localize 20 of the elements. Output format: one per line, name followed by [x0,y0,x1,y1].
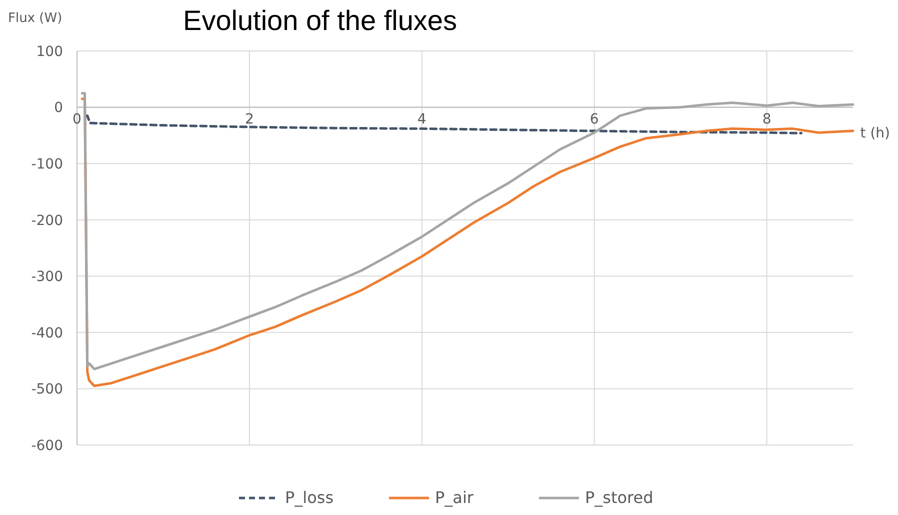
legend-label: P_stored [585,488,654,507]
x-tick-label: 8 [762,111,772,128]
chart-title: Evolution of the fluxes [183,5,457,36]
x-tick-label: 2 [244,111,254,128]
x-tick-label: 6 [590,111,599,128]
legend-label: P_loss [285,488,334,507]
y-tick-label: -600 [31,438,63,454]
legend-label: P_air [435,488,474,507]
y-axis-title: Flux (W) [8,11,62,26]
y-tick-label: -300 [31,269,63,286]
y-tick-label: 100 [36,44,63,60]
x-tick-label: 4 [417,111,426,128]
y-tick-label: -100 [31,156,63,172]
y-tick-label: -400 [31,325,63,342]
x-tick-label: 0 [72,111,82,128]
x-axis-title: t (h) [860,125,890,142]
y-tick-label: 0 [54,100,63,116]
y-tick-label: -200 [31,212,63,229]
line-series [84,114,803,134]
y-tick-label: -500 [31,382,63,398]
